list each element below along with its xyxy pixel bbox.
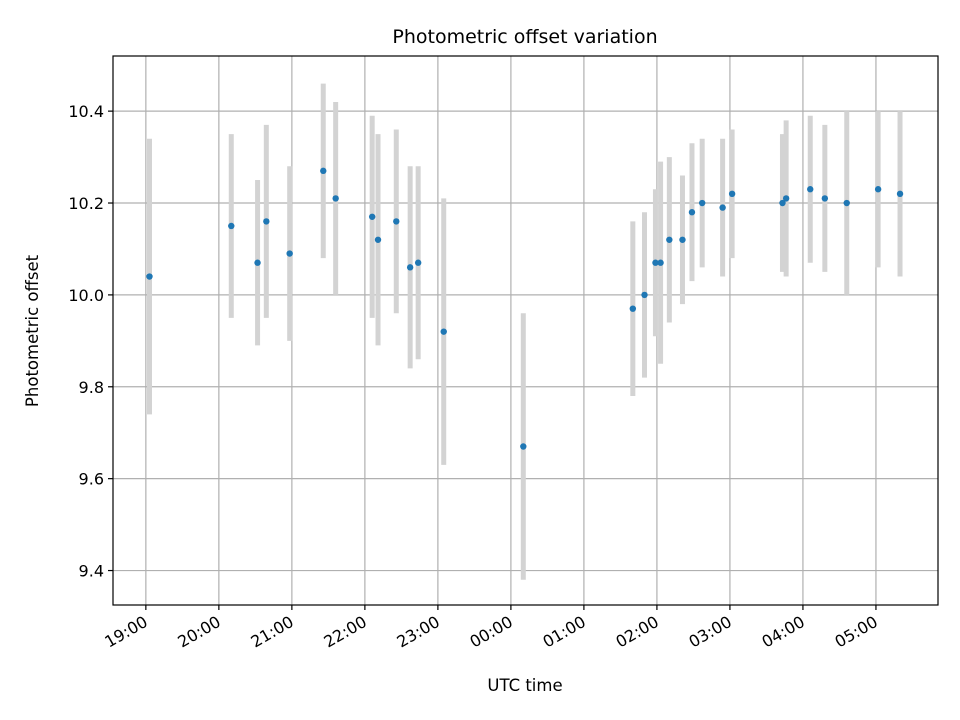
data-point (263, 218, 270, 225)
data-point (821, 195, 829, 202)
data-point (652, 259, 659, 266)
data-point (320, 167, 327, 175)
data-point (807, 186, 814, 193)
y-tick-label: 9.4 (79, 562, 104, 581)
plot-frame (112, 55, 939, 606)
data-point (641, 291, 648, 299)
data-point (843, 199, 850, 207)
data-point (393, 218, 400, 225)
data-point (440, 328, 447, 335)
data-point (874, 186, 882, 193)
data-point (374, 236, 382, 243)
data-point (228, 222, 235, 230)
data-points (146, 167, 904, 450)
data-point (782, 195, 790, 202)
data-point (657, 259, 664, 266)
data-point (688, 209, 696, 216)
data-point (368, 213, 376, 220)
data-point (719, 204, 726, 211)
data-point (698, 199, 706, 207)
data-point (666, 236, 673, 243)
data-point (146, 273, 153, 280)
data-point (679, 236, 686, 243)
data-point (779, 199, 786, 207)
data-point (414, 259, 422, 266)
data-point (896, 190, 904, 198)
y-tick-label: 9.6 (79, 470, 104, 489)
data-point (728, 190, 736, 198)
data-point (286, 250, 293, 257)
chart-title: Photometric offset variation (392, 26, 657, 48)
y-tick-label: 10.2 (68, 194, 104, 213)
y-tick-label: 9.8 (79, 378, 104, 397)
data-point (254, 259, 261, 266)
y-tick-label: 10.4 (68, 102, 104, 121)
x-axis-label: UTC time (487, 676, 562, 695)
data-point (332, 195, 339, 202)
y-axis-label: Photometric offset (23, 254, 42, 407)
data-point (629, 305, 637, 312)
y-axis-ticks: 9.4 9.6 9.8 10.0 10.2 10.4 (68, 102, 113, 581)
data-point (520, 443, 527, 450)
y-tick-label: 10.0 (68, 286, 104, 305)
data-point (406, 264, 414, 271)
